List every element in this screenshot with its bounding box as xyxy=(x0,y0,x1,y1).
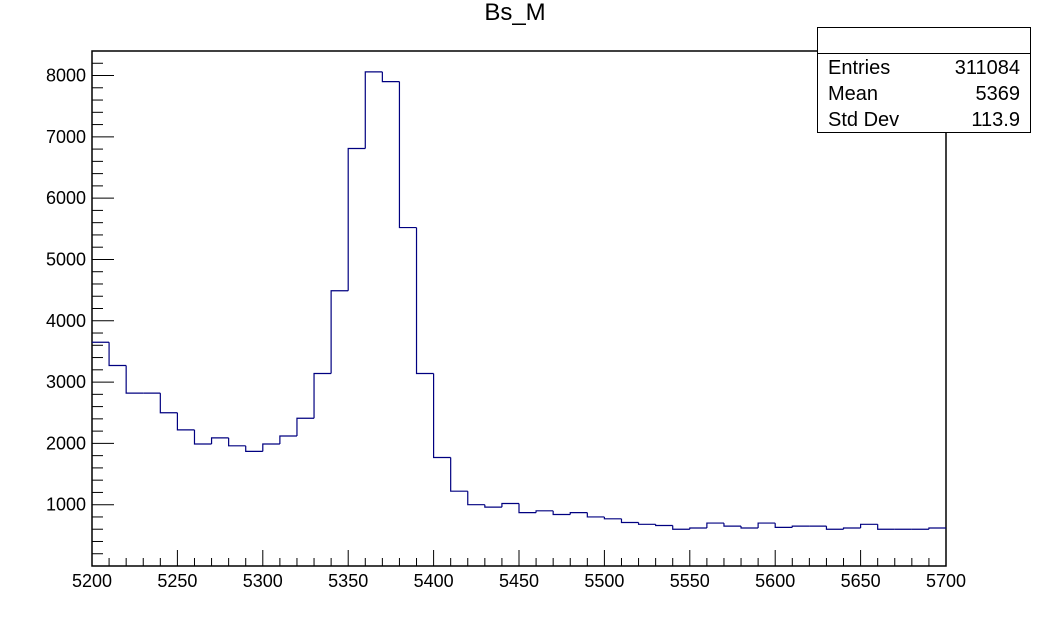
chart-title: Bs_M xyxy=(484,0,545,26)
histogram-bin xyxy=(706,522,724,528)
x-tick-label: 5700 xyxy=(926,571,966,591)
histogram-bin xyxy=(433,373,451,459)
x-tick-label: 5600 xyxy=(755,571,795,591)
histogram-bin xyxy=(279,435,297,444)
stats-row-entries: Entries 311084 xyxy=(818,54,1030,80)
histogram-bin xyxy=(723,523,742,527)
x-tick-label: 5400 xyxy=(414,571,454,591)
histogram-bin xyxy=(672,525,690,530)
x-tick-label: 5350 xyxy=(328,571,368,591)
y-tick-label: 3000 xyxy=(46,372,86,392)
stats-row-mean: Mean 5369 xyxy=(818,80,1030,106)
y-tick-label: 7000 xyxy=(46,127,86,147)
x-axis-ticks xyxy=(91,550,947,566)
histogram-bin xyxy=(262,443,280,452)
stats-header xyxy=(818,28,1030,54)
histogram-bin xyxy=(159,393,178,414)
histogram-bin xyxy=(296,417,315,437)
histogram-bin xyxy=(450,457,468,492)
y-tick-label: 4000 xyxy=(46,311,86,331)
histogram-bin xyxy=(364,71,383,149)
histogram-bin xyxy=(774,523,793,528)
histogram-bin xyxy=(740,526,759,529)
histogram-bin xyxy=(860,523,878,528)
histogram-bin xyxy=(501,502,519,508)
histogram-bin xyxy=(108,342,127,367)
y-tick-label: 5000 xyxy=(46,249,86,269)
histogram-bin xyxy=(347,147,366,291)
histogram-bin xyxy=(484,504,502,508)
stats-label: Entries xyxy=(828,57,891,79)
x-tick-label: 5200 xyxy=(72,571,112,591)
stats-row-std-dev: Std Dev 113.9 xyxy=(818,106,1030,132)
histogram-bin xyxy=(415,227,434,375)
histogram-bin xyxy=(569,512,588,515)
stats-box: Entries 311084 Mean 5369 Std Dev 113.9 xyxy=(817,27,1031,133)
histogram-bin xyxy=(330,290,349,374)
x-axis-tick-labels: 5200 5250 5300 5350 5400 5450 5500 5550 5600 5650… xyxy=(72,571,966,591)
histogram-bin xyxy=(210,437,229,444)
histogram-bin xyxy=(655,524,673,527)
histogram-bin xyxy=(518,503,537,514)
histogram-bin xyxy=(398,81,417,229)
histogram-bin xyxy=(313,372,332,419)
stats-label: Mean xyxy=(828,83,879,105)
histogram-bin xyxy=(928,527,946,530)
stats-value: 311084 xyxy=(954,57,1020,79)
y-tick-label: 1000 xyxy=(46,495,86,515)
histogram-bin xyxy=(193,429,212,445)
histogram-bins xyxy=(92,71,946,530)
y-tick-label: 6000 xyxy=(46,188,86,208)
x-tick-label: 5300 xyxy=(243,571,283,591)
stats-value: 113.9 xyxy=(971,109,1020,131)
x-tick-label: 5550 xyxy=(670,571,710,591)
histogram-bin xyxy=(535,510,554,513)
histogram-bin xyxy=(825,526,844,530)
histogram-bin xyxy=(381,71,400,83)
x-tick-label: 5450 xyxy=(499,571,539,591)
x-tick-label: 5500 xyxy=(584,571,624,591)
x-tick-label: 5250 xyxy=(157,571,197,591)
histogram-bin xyxy=(228,437,246,447)
x-tick-label: 5650 xyxy=(841,571,881,591)
histogram-bin xyxy=(125,365,144,394)
histogram-bin xyxy=(877,524,895,530)
y-axis-tick-labels: 1000 2000 3000 4000 5000 6000 7000 8000 xyxy=(46,66,86,515)
histogram-bin xyxy=(245,445,263,452)
histogram-bin xyxy=(552,510,571,516)
histogram-bin xyxy=(620,518,639,524)
histogram-bin xyxy=(603,516,622,520)
stats-label: Std Dev xyxy=(828,109,900,131)
histogram-bin xyxy=(467,491,485,506)
histogram-bin xyxy=(176,412,195,431)
histogram-bin xyxy=(586,512,605,518)
histogram-bin xyxy=(842,527,861,530)
histogram-bin xyxy=(791,525,810,528)
y-tick-label: 2000 xyxy=(46,433,86,453)
histogram-bin xyxy=(637,522,656,525)
y-tick-label: 8000 xyxy=(46,66,86,86)
histogram-bin xyxy=(757,522,776,528)
stats-value: 5369 xyxy=(975,83,1021,105)
y-axis-ticks xyxy=(92,50,114,555)
histogram-bin xyxy=(689,527,707,530)
